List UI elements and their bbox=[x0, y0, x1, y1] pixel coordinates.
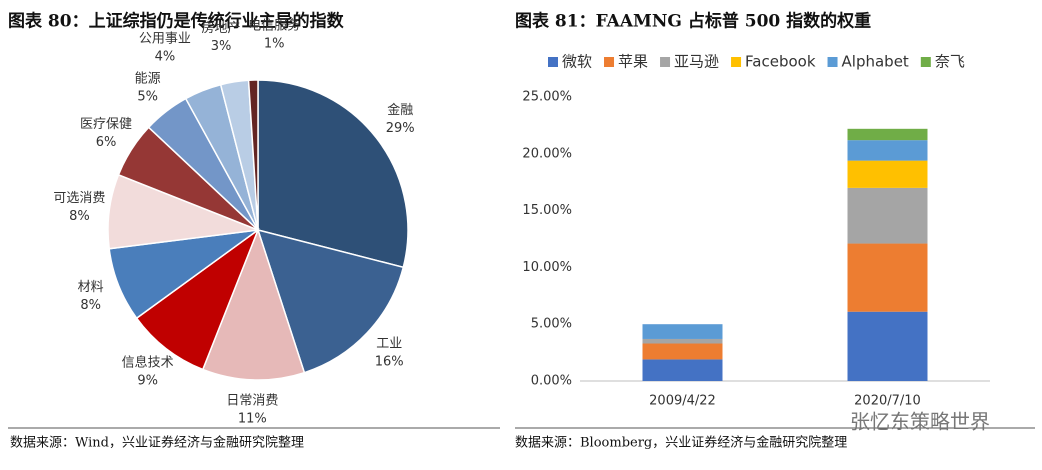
y-tick-label: 10.00% bbox=[522, 260, 572, 275]
legend-label: 奈飞 bbox=[935, 53, 965, 71]
bar-segment bbox=[847, 140, 928, 161]
slice-value-label: 4% bbox=[155, 49, 176, 64]
y-tick-label: 15.00% bbox=[522, 203, 572, 218]
slice-value-label: 11% bbox=[238, 411, 267, 426]
bar-segment bbox=[847, 128, 928, 141]
pie-slice bbox=[257, 79, 409, 269]
slice-label: 信息技术 bbox=[122, 355, 174, 371]
legend-swatch bbox=[920, 57, 931, 67]
slice-label: 日常消费 bbox=[226, 393, 278, 408]
y-tick-label: 25.00% bbox=[522, 90, 572, 105]
chart-title: 图表 81：FAAMNG 占标普 500 指数的权重 bbox=[515, 11, 871, 32]
pie-slice bbox=[135, 227, 260, 371]
slice-value-label: 1% bbox=[264, 37, 285, 52]
bar-segment bbox=[847, 160, 928, 188]
slice-value-label: 16% bbox=[375, 355, 404, 370]
bar-segment bbox=[642, 359, 723, 381]
slice-label: 医疗保健 bbox=[80, 117, 132, 132]
x-tick-label: 2020/7/10 bbox=[854, 394, 921, 409]
pie-slice bbox=[256, 228, 405, 374]
slice-label: 能源 bbox=[135, 71, 161, 86]
bar-segment bbox=[642, 343, 723, 360]
bar-segment bbox=[847, 187, 928, 244]
legend-swatch bbox=[548, 57, 558, 67]
bar-segment bbox=[642, 338, 723, 344]
legend-label: 微软 bbox=[562, 53, 592, 71]
bar-segment bbox=[847, 243, 928, 312]
legend-swatch bbox=[827, 57, 838, 67]
y-tick-label: 0.00% bbox=[531, 374, 572, 389]
pie-slice bbox=[247, 79, 259, 231]
legend-label: Alphabet bbox=[842, 53, 909, 71]
slice-label: 工业 bbox=[376, 337, 402, 352]
slice-value-label: 9% bbox=[137, 374, 158, 389]
slice-label: 材料 bbox=[78, 280, 104, 295]
chart-title: 图表 80：上证综指仍是传统行业主导的指数 bbox=[8, 11, 345, 32]
watermark: 张忆东策略世界 bbox=[850, 410, 990, 434]
slice-value-label: 6% bbox=[96, 135, 117, 150]
legend-label: 苹果 bbox=[618, 53, 648, 71]
legend-label: Facebook bbox=[745, 53, 816, 71]
y-tick-label: 5.00% bbox=[531, 317, 572, 332]
slice-label: 电信服务 bbox=[248, 18, 300, 34]
bar-segment bbox=[642, 324, 723, 339]
bar-segment bbox=[847, 311, 928, 381]
legend-swatch bbox=[604, 57, 615, 67]
slice-label: 金融 bbox=[387, 102, 413, 118]
slice-value-label: 8% bbox=[69, 209, 90, 224]
y-tick-label: 20.00% bbox=[522, 146, 572, 161]
slice-label: 可选消费 bbox=[53, 191, 105, 206]
source-note: 数据来源：Wind，兴业证券经济与金融研究院整理 bbox=[10, 435, 304, 451]
x-tick-label: 2009/4/22 bbox=[649, 394, 716, 409]
source-note: 数据来源：Bloomberg，兴业证券经济与金融研究院整理 bbox=[515, 435, 847, 451]
slice-label: 房地产 bbox=[202, 20, 241, 36]
slice-value-label: 8% bbox=[80, 298, 101, 313]
legend-swatch bbox=[731, 57, 742, 67]
slice-label: 公用事业 bbox=[139, 31, 191, 46]
legend-swatch bbox=[660, 57, 671, 67]
slice-value-label: 5% bbox=[137, 89, 158, 104]
slice-value-label: 3% bbox=[211, 39, 232, 54]
legend-label: 亚马逊 bbox=[674, 53, 719, 71]
slice-value-label: 29% bbox=[386, 121, 415, 136]
pie-slice bbox=[201, 227, 306, 381]
